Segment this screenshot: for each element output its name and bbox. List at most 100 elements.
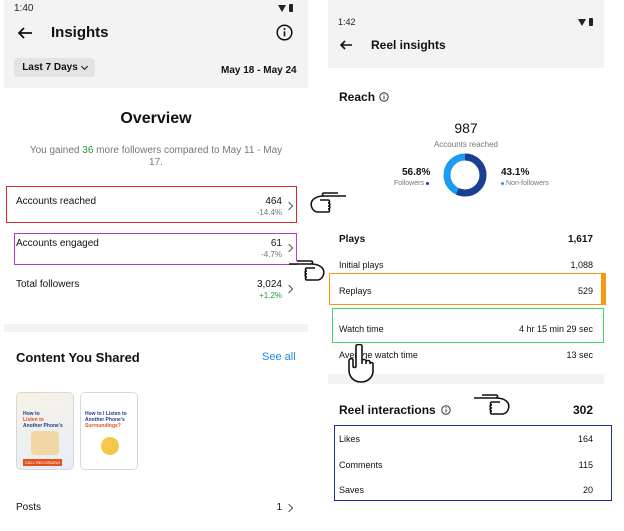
row-value: 1,088 [570, 260, 593, 270]
reel-insights-screen: 1:42 Reel insights Reach 987 Accounts re… [328, 0, 604, 531]
status-icons [278, 4, 293, 12]
row-value: 13 sec [566, 350, 593, 360]
interactions-value: 302 [572, 403, 593, 417]
row-value: 4 hr 15 min 29 sec [518, 324, 593, 334]
reel-interactions-card: Reel interactions 302 Likes 164 Comments… [328, 384, 604, 531]
row-total-followers[interactable]: Total followers 3,024 +1.2% [4, 274, 308, 308]
arrow-left-icon [17, 27, 32, 39]
nonfollowers-dot-icon [501, 182, 504, 185]
nonfollowers-pct: 43.1% [501, 167, 530, 178]
content-thumbnail-1[interactable]: How to Listen to Another Phone's CALL RE… [16, 392, 74, 470]
nonfollowers-label: Non-followers [506, 180, 549, 187]
reach-total: 987 [454, 120, 478, 136]
row-label: Total followers [16, 279, 80, 290]
thumb2-emoji-illustration [101, 437, 119, 455]
page-title: Reel insights [371, 38, 446, 52]
row-saves: Saves 20 [328, 481, 604, 501]
reach-card: Reach 987 Accounts reached 56.8% Followe… [328, 68, 604, 226]
info-button[interactable] [276, 24, 293, 41]
date-filter-label: Last 7 Days [22, 62, 78, 73]
reach-title: Reach [339, 90, 376, 104]
back-button[interactable] [16, 24, 34, 42]
followers-pct: 56.8% [402, 167, 431, 178]
thumb1-line2: Listen to [23, 417, 44, 423]
content-shared-card: Content You Shared See all How to Listen… [4, 332, 308, 531]
row-change: -4.7% [261, 250, 282, 259]
content-title: Content You Shared [16, 350, 140, 365]
row-label: Accounts engaged [16, 238, 99, 249]
nonfollowers-legend: Non-followers [501, 180, 549, 187]
pointing-hand-icon [474, 394, 510, 415]
followers-label: Followers [394, 180, 424, 187]
wifi-icon [278, 4, 286, 12]
chevron-right-icon [284, 503, 294, 513]
status-time: 1:40 [14, 3, 34, 14]
row-replays: Replays 529 [328, 282, 604, 302]
row-initial-plays: Initial plays 1,088 [328, 256, 604, 276]
battery-icon [289, 4, 293, 12]
chevron-down-icon [80, 62, 88, 70]
row-value: 61 [270, 238, 282, 249]
back-button[interactable] [338, 37, 354, 53]
overview-card: Overview You gained 36 more followers co… [4, 88, 308, 324]
row-change: -14.4% [256, 208, 282, 217]
wifi-icon [578, 18, 586, 26]
gain-suffix: more followers compared to May 11 - May … [93, 145, 283, 168]
row-value: 3,024 [256, 279, 282, 290]
row-likes: Likes 164 [328, 430, 604, 450]
row-value: 464 [265, 196, 282, 207]
battery-icon [589, 18, 593, 26]
row-accounts-reached[interactable]: Accounts reached 464 -14.4% [4, 188, 308, 224]
followers-dot-icon [425, 182, 429, 185]
thumb2-line3: Surroundings? [85, 423, 121, 429]
row-label: Likes [339, 434, 361, 444]
thumb1-illustration [31, 431, 59, 455]
thumb2-line1: How to I Listen to [85, 411, 127, 417]
row-comments: Comments 115 [328, 456, 604, 476]
row-label: Comments [339, 460, 383, 470]
row-label: Accounts reached [16, 196, 97, 207]
gain-count: 36 [82, 145, 94, 156]
interactions-title: Reel interactions [339, 403, 436, 417]
info-icon[interactable] [379, 92, 389, 102]
chevron-right-icon [284, 243, 294, 253]
reach-total-label: Accounts reached [433, 140, 499, 149]
posts-value: 1 [276, 502, 282, 513]
plays-card: Plays 1,617 Initial plays 1,088 Replays … [328, 226, 604, 374]
info-icon[interactable] [441, 405, 451, 415]
plays-label: Plays [339, 234, 366, 245]
followers-gain-text: You gained 36 more followers compared to… [26, 145, 286, 169]
row-value: 529 [577, 286, 593, 296]
gain-prefix: You gained [29, 145, 83, 156]
thumb2-line2: Another Phone's [85, 417, 125, 423]
row-accounts-engaged[interactable]: Accounts engaged 61 -4.7% [4, 234, 308, 268]
reach-donut-chart [443, 153, 487, 197]
date-filter-dropdown[interactable]: Last 7 Days [14, 58, 95, 77]
pointing-hand-up-icon [348, 344, 374, 383]
row-value: 115 [578, 460, 593, 470]
row-label: Watch time [339, 324, 384, 334]
highlight-replays-marker [601, 273, 606, 305]
overview-title: Overview [120, 110, 192, 127]
row-label: Initial plays [339, 260, 384, 270]
see-all-link[interactable]: See all [262, 351, 296, 363]
insights-screen: 1:40 Insights Last 7 Days May 18 - May 2… [4, 0, 308, 531]
arrow-left-icon [339, 40, 352, 50]
thumb1-line1: How to [23, 411, 40, 417]
chevron-right-icon [284, 284, 294, 294]
thumb1-line3: Another Phone's [23, 423, 63, 429]
row-value: 20 [582, 485, 593, 495]
donut-followers-segment [443, 153, 487, 197]
row-label: Saves [339, 485, 365, 495]
pointing-hand-icon [310, 192, 346, 213]
row-label: Replays [339, 286, 372, 296]
thumb1-tag: CALL RECORDING [23, 459, 63, 466]
info-icon [276, 24, 293, 41]
row-average-watch-time: Average watch time 13 sec [328, 346, 604, 366]
status-icons [578, 18, 593, 26]
content-thumbnail-2[interactable]: How to I Listen to Another Phone's Surro… [80, 392, 138, 470]
row-watch-time: Watch time 4 hr 15 min 29 sec [328, 320, 604, 340]
row-label: Average watch time [339, 350, 418, 360]
row-change: +1.2% [259, 291, 282, 300]
plays-value: 1,617 [567, 234, 593, 245]
